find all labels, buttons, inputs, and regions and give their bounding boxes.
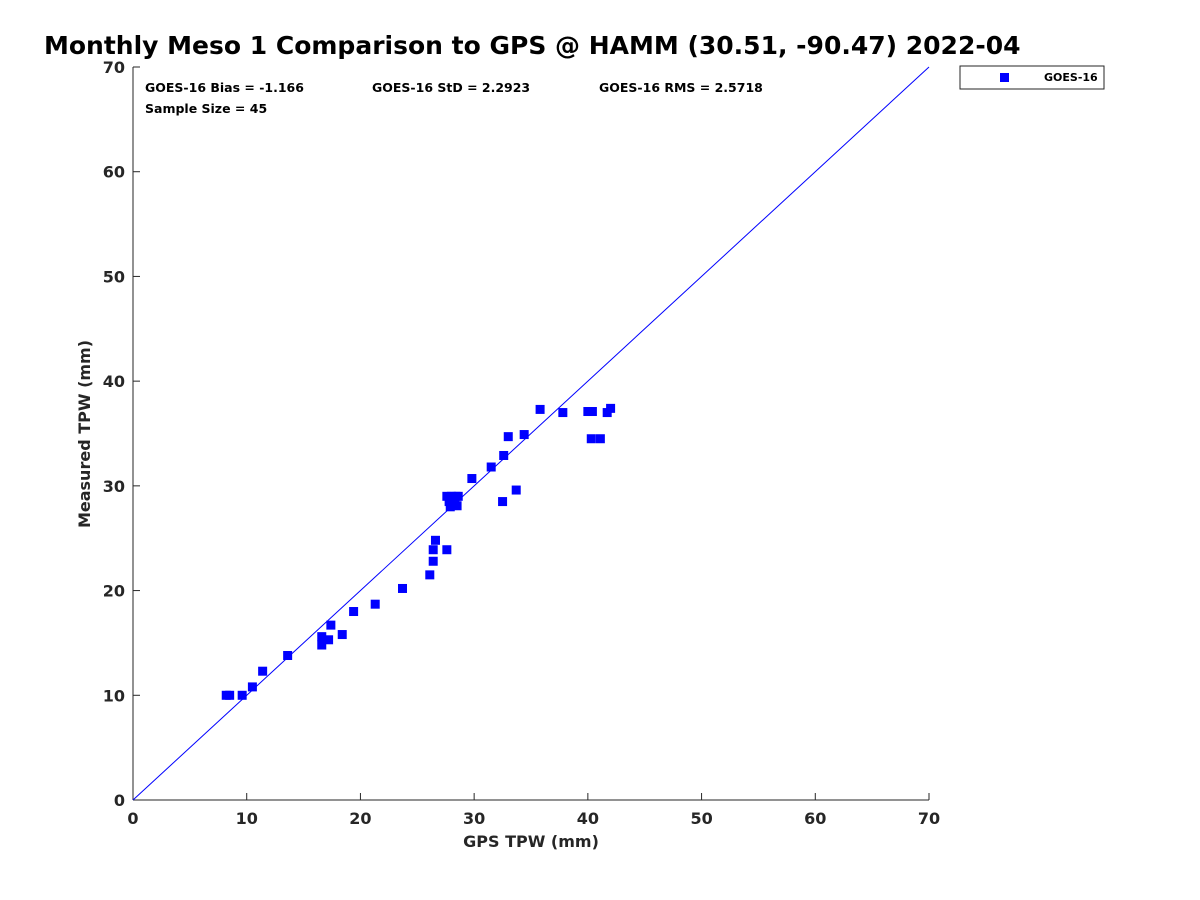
sample-size-stat: Sample Size = 45 (145, 101, 267, 116)
y-tick-label: 60 (103, 163, 125, 182)
x-tick-label: 70 (918, 809, 940, 828)
y-tick-label: 50 (103, 267, 125, 286)
std-stat: GOES-16 StD = 2.2923 (372, 80, 530, 95)
data-point (317, 632, 327, 642)
x-tick-label: 40 (577, 809, 599, 828)
y-tick-label: 10 (103, 686, 125, 705)
y-tick-label: 20 (103, 582, 125, 601)
bias-stat: GOES-16 Bias = -1.166 (145, 80, 304, 95)
data-point (283, 650, 293, 660)
data-point (452, 501, 462, 511)
y-tick-label: 0 (114, 791, 125, 810)
data-point (558, 408, 568, 418)
data-point (370, 599, 380, 609)
y-ticks: 0 10 20 30 40 50 60 70 (103, 58, 140, 810)
x-tick-label: 10 (236, 809, 258, 828)
data-point (503, 432, 513, 442)
data-point (445, 494, 455, 504)
data-point (511, 485, 521, 495)
legend-label-goes-16: GOES-16 (1044, 71, 1098, 84)
data-point (519, 430, 529, 440)
x-tick-label: 20 (349, 809, 371, 828)
x-ticks: 0 10 20 30 40 50 60 70 (127, 793, 940, 828)
y-tick-label: 70 (103, 58, 125, 77)
data-point (586, 434, 596, 444)
data-point (606, 403, 616, 413)
data-point (450, 494, 460, 504)
data-point (326, 620, 336, 630)
x-tick-label: 0 (127, 809, 138, 828)
data-point (337, 630, 347, 640)
data-point (442, 545, 452, 555)
data-point (583, 407, 593, 417)
data-point (247, 682, 257, 692)
x-tick-label: 50 (690, 809, 712, 828)
data-point (324, 635, 334, 645)
data-point (425, 570, 435, 580)
legend-box (959, 65, 1105, 90)
rms-stat: GOES-16 RMS = 2.5718 (599, 80, 763, 95)
data-point (398, 583, 408, 593)
y-tick-label: 40 (103, 372, 125, 391)
data-point (498, 497, 508, 507)
data-point (349, 607, 359, 617)
chart-title: Monthly Meso 1 Comparison to GPS @ HAMM … (44, 31, 1021, 60)
x-tick-label: 30 (463, 809, 485, 828)
data-point (587, 407, 597, 417)
data-point (486, 462, 496, 472)
x-axis-label: GPS TPW (mm) (463, 832, 599, 851)
plot-area: 0 10 20 30 40 50 60 70 0 10 20 30 40 50 60 70 GOES-16 … (103, 58, 940, 828)
y-axis-label: Measured TPW (mm) (75, 340, 94, 528)
x-tick-label: 60 (804, 809, 826, 828)
data-point (225, 690, 235, 700)
data-point (595, 434, 605, 444)
data-point (430, 535, 440, 545)
data-point (237, 690, 247, 700)
y-tick-label: 30 (103, 477, 125, 496)
data-point (317, 640, 327, 650)
data-points (221, 403, 616, 700)
data-point (499, 450, 509, 460)
legend: GOES-16 (959, 65, 1105, 90)
data-point (535, 404, 545, 414)
legend-marker-goes-16 (1000, 73, 1009, 82)
one-to-one-line (132, 66, 930, 801)
data-point (428, 556, 438, 566)
data-point (428, 545, 438, 555)
data-point (258, 666, 268, 676)
data-point (467, 474, 477, 484)
